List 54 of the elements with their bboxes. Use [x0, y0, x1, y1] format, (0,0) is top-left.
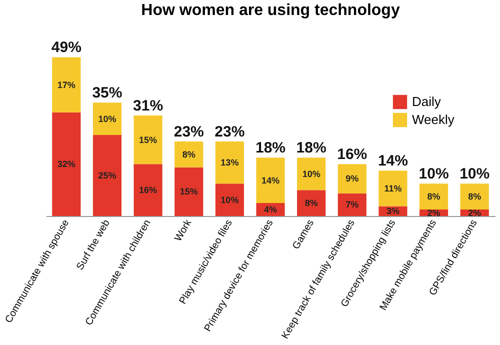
data-label: 10% [220, 194, 239, 205]
data-label: 16% [139, 185, 158, 196]
data-label: 8% [468, 192, 482, 202]
legend-label: Weekly [412, 112, 455, 127]
bar [215, 141, 244, 184]
data-label: 10% [302, 168, 320, 179]
total-label: 18% [296, 140, 326, 157]
total-label: 18% [255, 140, 286, 157]
bar [215, 184, 244, 216]
bar [378, 170, 408, 206]
bar [460, 184, 489, 210]
bar [52, 57, 81, 112]
data-label: 4% [264, 204, 278, 215]
total-label: 49% [51, 39, 82, 56]
bar [174, 167, 204, 216]
data-label: 15% [139, 134, 158, 145]
data-label: 7% [346, 200, 359, 210]
bar [92, 102, 122, 135]
bar [338, 164, 366, 194]
total-label: 23% [174, 123, 204, 140]
total-label: 31% [133, 98, 164, 115]
data-label: 32% [57, 159, 76, 170]
bar [52, 112, 81, 216]
bar [256, 158, 285, 204]
chart-title: How women are using technology [141, 2, 400, 20]
data-label: 2% [468, 208, 482, 218]
data-label: 8% [304, 198, 318, 208]
total-label: 10% [460, 166, 490, 183]
data-label: 13% [220, 158, 239, 168]
data-label: 15% [180, 186, 198, 197]
data-label: 10% [98, 114, 116, 124]
data-label: 2% [427, 208, 440, 218]
bar [297, 158, 326, 190]
total-label: 16% [337, 146, 368, 164]
legend-label: Daily [412, 94, 442, 109]
bar [134, 164, 162, 216]
bar [297, 190, 326, 216]
bar [338, 193, 366, 216]
bar [419, 184, 448, 210]
data-label: 14% [261, 175, 280, 186]
data-label: 3% [386, 206, 400, 216]
data-label: 8% [427, 192, 440, 202]
bar [174, 141, 204, 168]
total-label: 10% [418, 166, 449, 183]
total-label: 23% [214, 123, 245, 140]
data-label: 25% [98, 170, 116, 180]
data-label: 9% [346, 174, 359, 184]
total-label: 35% [92, 84, 122, 102]
bar [134, 116, 162, 164]
total-label: 14% [378, 152, 408, 170]
data-label: 8% [182, 149, 196, 160]
data-label: 11% [384, 183, 402, 194]
bar [92, 135, 122, 216]
data-label: 17% [57, 80, 76, 90]
